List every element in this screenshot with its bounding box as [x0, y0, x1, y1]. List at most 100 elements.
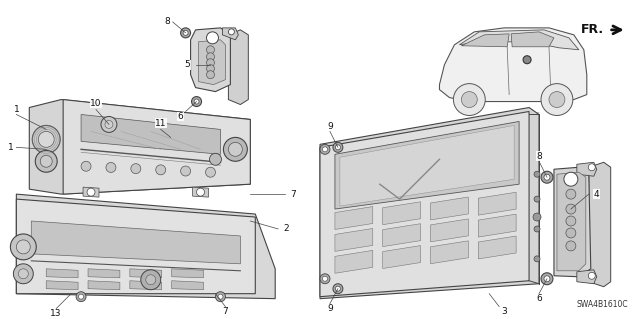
Circle shape	[131, 164, 141, 174]
Polygon shape	[431, 241, 468, 264]
Text: 2: 2	[284, 225, 289, 234]
Circle shape	[196, 188, 205, 196]
Polygon shape	[88, 281, 120, 290]
Circle shape	[588, 272, 595, 279]
Polygon shape	[17, 194, 275, 299]
Polygon shape	[193, 187, 209, 197]
Circle shape	[141, 270, 161, 290]
Polygon shape	[478, 192, 516, 215]
Circle shape	[549, 92, 565, 108]
Polygon shape	[81, 115, 220, 154]
Circle shape	[461, 92, 477, 108]
Circle shape	[541, 273, 553, 285]
Circle shape	[191, 97, 202, 107]
Circle shape	[544, 276, 550, 282]
Polygon shape	[46, 269, 78, 278]
Circle shape	[228, 142, 243, 156]
Circle shape	[10, 234, 36, 260]
Text: 9: 9	[327, 304, 333, 313]
Polygon shape	[29, 100, 250, 194]
Circle shape	[180, 166, 191, 176]
Circle shape	[333, 142, 343, 152]
Text: 8: 8	[536, 152, 542, 161]
Circle shape	[588, 164, 595, 171]
Circle shape	[320, 145, 330, 154]
Polygon shape	[340, 125, 514, 206]
Circle shape	[146, 275, 156, 285]
Polygon shape	[460, 30, 579, 50]
Polygon shape	[130, 281, 162, 290]
Polygon shape	[172, 281, 204, 290]
Polygon shape	[335, 122, 519, 209]
Circle shape	[523, 56, 531, 64]
Polygon shape	[478, 236, 516, 259]
Circle shape	[156, 165, 166, 175]
Circle shape	[79, 294, 84, 299]
Text: 1: 1	[8, 143, 13, 152]
Text: 5: 5	[185, 60, 191, 69]
Text: 13: 13	[51, 309, 62, 318]
Polygon shape	[383, 224, 420, 247]
Polygon shape	[172, 269, 204, 278]
Circle shape	[35, 150, 57, 172]
Polygon shape	[228, 30, 248, 105]
Circle shape	[453, 84, 485, 115]
Polygon shape	[63, 100, 250, 194]
Text: 3: 3	[501, 307, 507, 316]
Circle shape	[81, 161, 91, 171]
Circle shape	[87, 188, 95, 196]
Polygon shape	[431, 219, 468, 242]
Text: 7: 7	[291, 189, 296, 199]
Polygon shape	[383, 202, 420, 225]
Circle shape	[564, 172, 578, 186]
Polygon shape	[554, 167, 591, 277]
Polygon shape	[431, 197, 468, 220]
Polygon shape	[130, 269, 162, 278]
Circle shape	[566, 228, 576, 238]
Circle shape	[105, 121, 113, 129]
Polygon shape	[577, 270, 596, 284]
Circle shape	[541, 84, 573, 115]
Circle shape	[333, 284, 343, 294]
Polygon shape	[511, 32, 554, 47]
Circle shape	[209, 153, 221, 165]
Circle shape	[19, 269, 28, 279]
Text: 10: 10	[90, 99, 102, 108]
Circle shape	[101, 116, 117, 132]
Circle shape	[533, 213, 541, 221]
Circle shape	[323, 147, 328, 152]
Polygon shape	[320, 112, 529, 297]
Circle shape	[207, 59, 214, 67]
Text: 11: 11	[155, 119, 166, 128]
Polygon shape	[383, 246, 420, 269]
Polygon shape	[88, 269, 120, 278]
Circle shape	[180, 28, 191, 38]
Polygon shape	[320, 108, 539, 299]
Circle shape	[32, 125, 60, 153]
Circle shape	[218, 294, 223, 299]
Circle shape	[207, 32, 218, 44]
Circle shape	[194, 99, 199, 104]
Polygon shape	[335, 228, 372, 251]
Circle shape	[335, 286, 340, 291]
Polygon shape	[191, 28, 230, 92]
Text: SWA4B1610C: SWA4B1610C	[577, 300, 628, 308]
Text: 6: 6	[178, 112, 184, 121]
Circle shape	[320, 274, 330, 284]
Circle shape	[207, 65, 214, 73]
Circle shape	[566, 189, 576, 199]
Polygon shape	[31, 221, 241, 264]
Circle shape	[223, 137, 247, 161]
Text: 8: 8	[165, 18, 170, 26]
Circle shape	[76, 292, 86, 302]
Circle shape	[38, 131, 54, 147]
Circle shape	[228, 29, 234, 35]
Polygon shape	[335, 250, 372, 273]
Circle shape	[335, 145, 340, 150]
Polygon shape	[17, 199, 255, 294]
Circle shape	[566, 204, 576, 214]
Polygon shape	[440, 28, 587, 101]
Circle shape	[183, 30, 188, 35]
Circle shape	[534, 226, 540, 232]
Circle shape	[541, 171, 553, 183]
